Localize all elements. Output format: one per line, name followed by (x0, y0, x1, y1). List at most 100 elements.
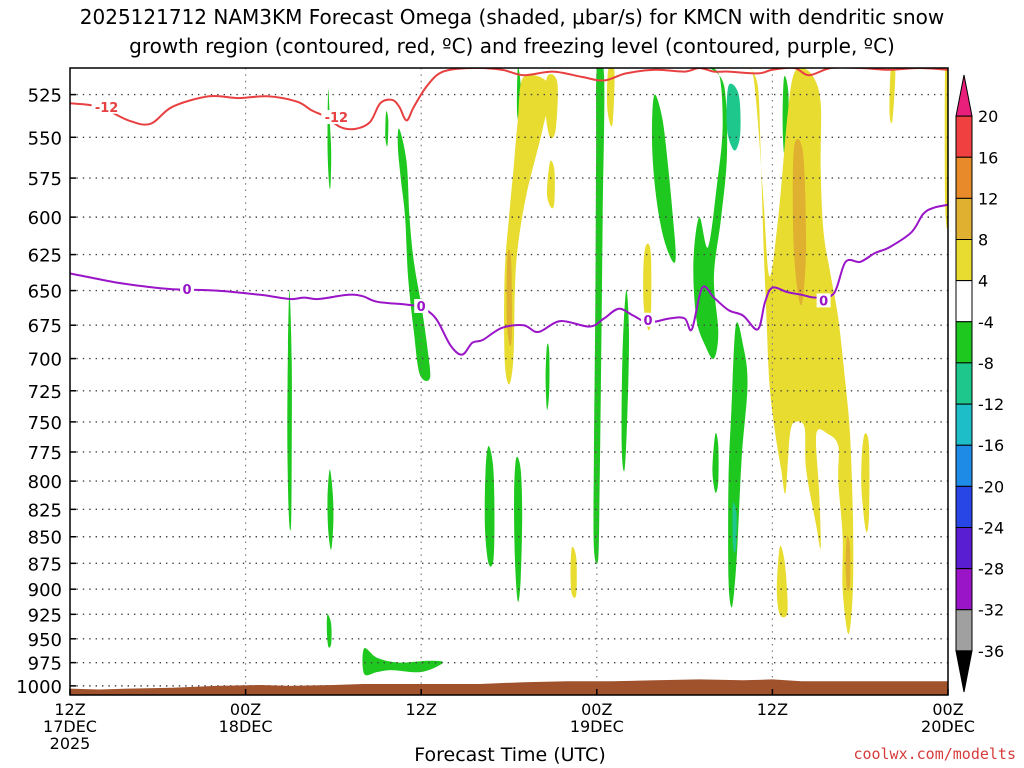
omega-region (693, 68, 728, 359)
omega-region (792, 139, 807, 306)
y-tick-label: 625 (28, 246, 62, 267)
omega-region (362, 647, 444, 676)
y-tick-label: 750 (28, 413, 62, 434)
colorbar-label: 4 (978, 272, 988, 291)
colorbar-bin (955, 609, 973, 652)
colorbar: 20 16 12 8 4 -4 -8 -12 -16 -20 -24 -28 -32 -36 (955, 74, 1004, 693)
dgz-contour-label: -12 (95, 101, 119, 116)
y-tick-label: 950 (28, 630, 62, 651)
colorbar-bin (955, 526, 973, 570)
x-tick-label: 00Z (230, 700, 261, 719)
y-tick-label: 775 (28, 443, 62, 464)
chart-title-line2: growth region (contoured, red, ºC) and f… (129, 34, 895, 58)
colorbar-bin (955, 74, 973, 117)
y-tick-label: 575 (28, 169, 62, 190)
omega-region (514, 456, 523, 602)
omega-region (651, 94, 676, 263)
omega-region (845, 536, 851, 591)
colorbar-label: 12 (978, 189, 998, 208)
colorbar-label: -20 (978, 477, 1004, 496)
omega-region (749, 68, 854, 634)
omega-region (643, 243, 652, 331)
freezing-contour-label: 0 (183, 283, 192, 298)
y-tick-label: 975 (28, 654, 62, 675)
y-tick-label: 850 (28, 528, 62, 549)
colorbar-bin (955, 280, 973, 323)
freezing-contour-label-bg (641, 312, 656, 327)
omega-region (861, 433, 870, 533)
omega-region (287, 290, 292, 531)
colorbar-bin (955, 362, 973, 405)
y-tick-label: 825 (28, 500, 62, 521)
omega-region (944, 68, 948, 229)
terrain (70, 679, 948, 695)
dgz-contour-label: -12 (325, 111, 349, 126)
omega-shading (287, 68, 948, 676)
omega-region (712, 432, 719, 493)
omega-region (326, 614, 332, 648)
colorbar-label: -32 (978, 601, 1004, 620)
colorbar-bin (955, 485, 973, 528)
x-tick-label: 17DEC (43, 717, 97, 736)
colorbar-label: -24 (978, 518, 1004, 537)
freezing-contour-label: 0 (417, 300, 426, 315)
freezing-contour-label-bg (816, 293, 831, 308)
omega-region (504, 74, 551, 385)
x-tick-label: 00Z (932, 700, 963, 719)
x-tick-label: 19DEC (570, 717, 624, 736)
freezing-contour-label: 0 (643, 314, 652, 329)
y-tick-label: 725 (28, 382, 62, 403)
colorbar-bin (955, 568, 973, 611)
x-tick-label: 00Z (581, 700, 612, 719)
y-tick-label: 800 (28, 472, 62, 493)
colorbar-bin (955, 444, 973, 487)
freezing-contour-label-bg (180, 282, 195, 297)
credit-text: coolwx.com/modelts (853, 745, 1016, 763)
omega-region (327, 469, 334, 550)
colorbar-bin (955, 156, 973, 199)
colorbar-bin (955, 321, 973, 364)
omega-region (732, 502, 737, 553)
colorbar-bin (955, 650, 973, 693)
omega-region (385, 111, 389, 147)
y-tick-label: 925 (28, 605, 62, 626)
colorbar-label: -8 (978, 354, 994, 373)
colorbar-label: -16 (978, 436, 1004, 455)
omega-region (397, 128, 431, 381)
omega-region (506, 249, 513, 347)
y-tick-label: 875 (28, 554, 62, 575)
x-tick-label: 18DEC (219, 717, 273, 736)
plot-frame (69, 67, 949, 696)
contours: -12 -12 0 0 0 0 (70, 68, 948, 356)
colorbar-label: -36 (978, 642, 1004, 661)
x-tick-label: 2025 (50, 734, 91, 753)
omega-region (570, 546, 577, 598)
dgz-contour-line (70, 68, 948, 131)
omega-region (889, 68, 896, 124)
omega-region (621, 290, 630, 472)
colorbar-bin (955, 115, 973, 158)
colorbar-bin (955, 197, 973, 241)
colorbar-label: 8 (978, 231, 988, 250)
omega-region (327, 89, 332, 189)
axes: 525 550 575 600 625 650 675 700 725 750 775 800 825 8… (16, 67, 975, 753)
omega-region (728, 322, 748, 608)
colorbar-label: -12 (978, 395, 1004, 414)
omega-region (593, 68, 605, 564)
x-tick-label: 12Z (54, 700, 85, 719)
y-tick-label: 1000 (16, 677, 62, 698)
omega-region (726, 83, 741, 151)
x-tick-label: 12Z (406, 700, 437, 719)
colorbar-label: -4 (978, 313, 994, 332)
y-tick-label: 550 (28, 128, 62, 149)
y-tick-label: 650 (28, 282, 62, 303)
colorbar-bin (955, 239, 973, 282)
colorbar-label: 16 (978, 148, 998, 167)
omega-region (606, 68, 615, 127)
y-tick-label: 700 (28, 350, 62, 371)
omega-region (545, 343, 550, 410)
colorbar-bin (955, 403, 973, 446)
colorbar-label: -28 (978, 560, 1004, 579)
dgz-contour-label-bg (321, 110, 352, 125)
